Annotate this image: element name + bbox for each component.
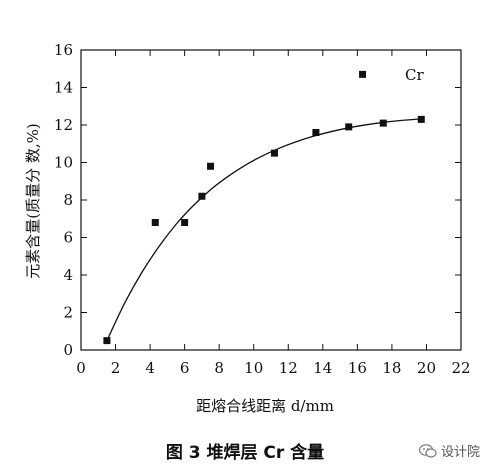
y-tick-label: 0 bbox=[63, 341, 73, 359]
x-tick-label: 8 bbox=[214, 359, 224, 377]
y-tick-label: 2 bbox=[63, 304, 73, 322]
x-tick-label: 6 bbox=[180, 359, 190, 377]
fit-curve bbox=[106, 118, 422, 341]
tick-labels-layer: 0 2 4 6 8 10 12 14 16 18 20 22 0 2 4 6 8 10 12 14 16 bbox=[54, 41, 471, 377]
x-tick-label: 14 bbox=[313, 359, 332, 377]
plot-frame bbox=[80, 49, 462, 351]
data-points-layer bbox=[103, 70, 425, 345]
watermark: 设计院 bbox=[418, 441, 480, 460]
y-tick-label: 12 bbox=[54, 116, 73, 134]
y-axis-label: 元素含量(质量分 数,%) bbox=[24, 123, 42, 279]
x-tick-label: 20 bbox=[417, 359, 436, 377]
data-point-cr bbox=[103, 337, 111, 345]
x-tick-label: 2 bbox=[111, 359, 121, 377]
y-tick-label: 6 bbox=[63, 229, 73, 247]
x-tick-label: 0 bbox=[76, 359, 86, 377]
watermark-text: 设计院 bbox=[440, 445, 480, 460]
x-tick-label: 10 bbox=[244, 359, 263, 377]
x-tick-label: 4 bbox=[145, 359, 155, 377]
data-point-cr bbox=[312, 129, 320, 136]
data-point-cr bbox=[198, 192, 206, 200]
plot-area bbox=[80, 49, 462, 351]
legend-label-cr: Cr bbox=[405, 66, 424, 84]
figure-caption: 图 3 堆焊层 Cr 含量 bbox=[165, 443, 325, 463]
data-point-cr bbox=[207, 162, 215, 170]
y-tick-label: 4 bbox=[63, 266, 73, 284]
x-tick-label: 12 bbox=[279, 359, 298, 377]
data-point-cr bbox=[345, 123, 353, 131]
x-tick-label: 22 bbox=[451, 359, 470, 377]
data-point-cr bbox=[151, 219, 159, 226]
y-tick-label: 16 bbox=[54, 41, 73, 59]
fit-curve-layer bbox=[106, 118, 422, 341]
data-point-cr bbox=[359, 70, 367, 78]
data-point-cr bbox=[181, 219, 189, 226]
data-point-cr bbox=[270, 149, 278, 157]
wechat-logo-icon bbox=[418, 443, 437, 458]
x-tick-label: 16 bbox=[348, 359, 367, 377]
x-tick-label: 18 bbox=[382, 359, 401, 377]
data-point-cr bbox=[417, 115, 425, 123]
y-tick-label: 10 bbox=[54, 154, 73, 172]
y-tick-label: 14 bbox=[54, 79, 73, 97]
y-tick-label: 8 bbox=[63, 191, 73, 209]
x-axis-label: 距熔合线距离 d/mm bbox=[196, 397, 334, 415]
data-point-cr bbox=[379, 119, 387, 127]
